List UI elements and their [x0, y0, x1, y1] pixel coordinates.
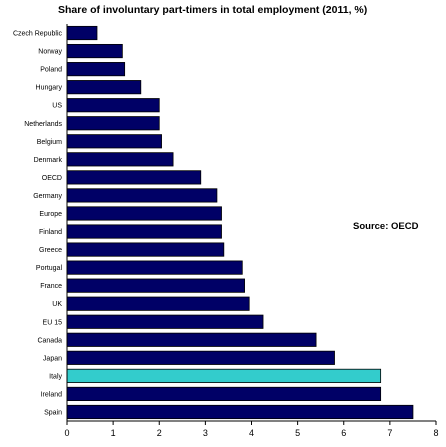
category-label-eu-15: EU 15: [43, 319, 63, 326]
category-label-netherlands: Netherlands: [24, 121, 62, 128]
x-tick-label-3: 3: [203, 428, 208, 438]
x-tick-label-5: 5: [295, 428, 300, 438]
bar-hungary: [66, 80, 142, 95]
x-tick-label-6: 6: [341, 428, 346, 438]
category-labels: Czech Republic Norway Poland Hungary US Nethe…: [13, 31, 63, 417]
category-label-canada: Canada: [37, 337, 62, 344]
bar-netherlands: [66, 116, 160, 131]
bar-ireland: [66, 386, 382, 402]
bar-portugal: [66, 260, 243, 275]
x-tick-label-2: 2: [157, 428, 162, 438]
category-label-portugal: Portugal: [36, 265, 63, 272]
bar-uk: [66, 296, 250, 311]
x-tick-label-1: 1: [111, 428, 116, 438]
bar-finland: [66, 224, 222, 239]
bar-czech-republic: [66, 25, 98, 41]
bar-us: [66, 98, 160, 113]
bar-poland: [66, 62, 126, 77]
source-annotation: Source: OECD: [353, 221, 419, 232]
bar-japan: [66, 350, 335, 365]
bar-canada: [66, 332, 317, 347]
bar-europe: [66, 206, 222, 221]
bar-belgium: [66, 134, 162, 149]
category-label-italy: Italy: [49, 373, 62, 380]
x-tick-label-4: 4: [249, 428, 254, 438]
category-label-poland: Poland: [40, 67, 62, 74]
category-label-hungary: Hungary: [36, 85, 63, 92]
bar-italy: [66, 368, 382, 383]
bar-france: [66, 278, 245, 293]
category-label-czech-republic: Czech Republic: [13, 31, 63, 38]
bar-denmark: [66, 152, 174, 167]
bar-greece: [66, 242, 225, 257]
category-label-oecd: OECD: [42, 175, 62, 182]
bar-germany: [66, 188, 218, 203]
category-label-us: US: [52, 103, 62, 110]
category-label-ireland: Ireland: [41, 391, 63, 398]
category-label-denmark: Denmark: [34, 157, 63, 164]
category-label-belgium: Belgium: [37, 139, 62, 146]
category-label-norway: Norway: [38, 49, 62, 56]
category-label-germany: Germany: [33, 193, 62, 200]
bar-eu-15: [66, 314, 264, 329]
x-tick-label-7: 7: [387, 428, 392, 438]
bar-spain: [66, 404, 414, 420]
category-label-uk: UK: [52, 301, 62, 308]
x-ticks: 0 1 2 3 4 5 6 7 8: [64, 421, 439, 438]
category-label-japan: Japan: [43, 355, 62, 362]
category-label-finland: Finland: [39, 229, 62, 236]
category-label-france: France: [40, 283, 62, 290]
category-label-greece: Greece: [39, 247, 62, 254]
bar-norway: [66, 43, 123, 59]
bar-oecd: [66, 170, 202, 185]
category-label-spain: Spain: [44, 409, 62, 416]
category-label-europe: Europe: [39, 211, 62, 218]
chart-title: Share of involuntary part-timers in tota…: [58, 4, 367, 16]
x-tick-label-8: 8: [433, 428, 438, 438]
x-tick-label-0: 0: [64, 428, 69, 438]
